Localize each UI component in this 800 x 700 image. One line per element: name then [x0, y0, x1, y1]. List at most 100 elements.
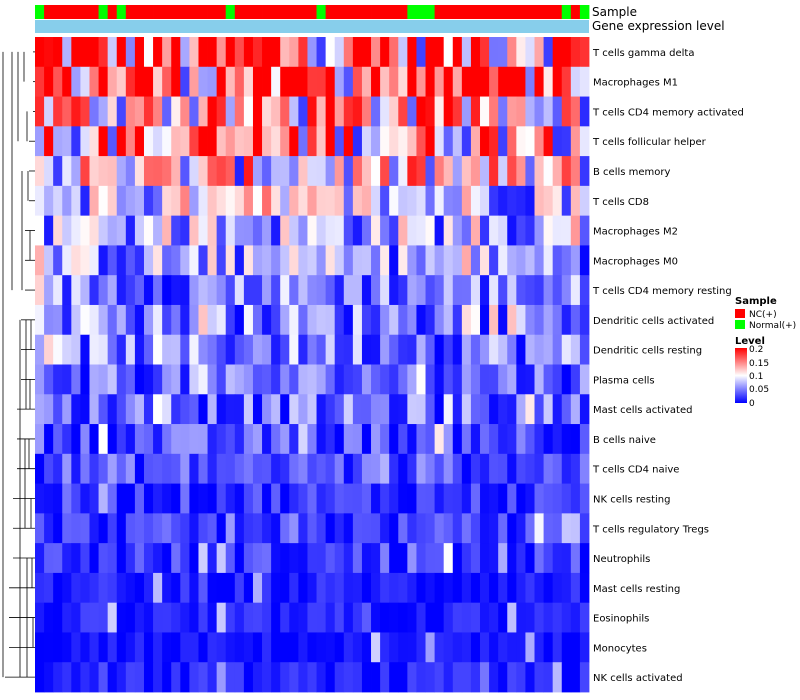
heatmap-cell: [271, 37, 281, 68]
heatmap-cell: [371, 394, 381, 425]
sample-cell: [516, 5, 526, 19]
heatmap-cell: [561, 156, 572, 187]
legend-level-colorbar: [735, 348, 747, 403]
heatmap-cell: [407, 513, 417, 544]
heatmap-cell: [343, 543, 354, 574]
heatmap-cell: [53, 156, 63, 187]
heatmap-cell: [416, 215, 426, 246]
heatmap-cell: [343, 126, 354, 157]
heatmap-cell: [53, 453, 63, 484]
heatmap-cell: [498, 632, 508, 663]
heatmap-cell: [180, 126, 190, 157]
heatmap-cell: [380, 543, 390, 574]
heatmap-cell: [525, 126, 535, 157]
heatmap-cell: [252, 66, 263, 97]
heatmap-cell: [162, 513, 172, 544]
heatmap-cell: [443, 632, 454, 663]
heatmap-cell: [271, 453, 281, 484]
heatmap-cell: [452, 275, 463, 306]
heatmap-cell: [62, 543, 72, 574]
heatmap-cell: [216, 275, 227, 306]
heatmap-cell: [216, 156, 227, 187]
heatmap-cell: [289, 543, 299, 574]
row-label: Monocytes: [593, 643, 647, 654]
heatmap-cell: [262, 632, 272, 663]
heatmap-cell: [298, 334, 308, 365]
heatmap-cell: [498, 543, 508, 574]
heatmap-cell: [62, 37, 72, 68]
heatmap-cell: [225, 304, 236, 336]
heatmap-cell: [252, 543, 263, 574]
heatmap-cell: [71, 96, 81, 127]
heatmap-cell: [180, 275, 190, 306]
heatmap-cell: [162, 483, 172, 514]
heatmap-cell: [98, 66, 109, 97]
heatmap-cell: [171, 543, 181, 574]
heatmap-cell: [116, 96, 127, 127]
heatmap-cell: [371, 632, 381, 663]
heatmap-cell: [371, 245, 381, 276]
heatmap-cell: [143, 572, 154, 604]
heatmap-cell: [116, 37, 127, 68]
heatmap-cell: [361, 513, 372, 544]
heatmap-cell: [570, 215, 581, 246]
heatmap-cell: [398, 364, 408, 395]
heatmap-cell: [470, 304, 481, 336]
heatmap-cell: [125, 424, 136, 455]
heatmap-cell: [134, 424, 145, 455]
heatmap-cell: [143, 453, 154, 484]
heatmap-cell: [461, 96, 472, 127]
heatmap-cell: [443, 126, 454, 157]
heatmap-cell: [425, 572, 436, 604]
heatmap-cell: [98, 513, 109, 544]
heatmap-cell: [125, 543, 136, 574]
heatmap-cell: [53, 66, 63, 97]
heatmap-cell: [280, 37, 290, 68]
heatmap-cell: [489, 513, 499, 544]
heatmap-cell: [380, 96, 390, 127]
heatmap-cell: [143, 513, 154, 544]
heatmap-cell: [134, 126, 145, 157]
sample-cell: [461, 5, 472, 19]
heatmap-cell: [371, 453, 381, 484]
heatmap-cell: [561, 632, 572, 663]
row-labels: T cells gamma delta Macrophages M1 T cells…: [592, 48, 744, 684]
heatmap-cell: [252, 185, 263, 217]
sample-cell: [343, 5, 354, 19]
heatmap-cell: [234, 513, 245, 544]
heatmap-cell: [416, 126, 426, 157]
heatmap-cell: [162, 37, 172, 68]
heatmap-cell: [434, 96, 445, 127]
heatmap-cell: [371, 424, 381, 455]
heatmap-cell: [489, 334, 499, 365]
heatmap-cell: [389, 275, 399, 306]
heatmap-cell: [543, 215, 554, 246]
heatmap-cell: [198, 543, 208, 574]
heatmap-cell: [125, 364, 136, 395]
heatmap-cell: [243, 96, 254, 127]
heatmap-cell: [380, 245, 390, 276]
heatmap-cell: [98, 602, 109, 633]
heatmap-cell: [516, 185, 526, 217]
heatmap-cell: [35, 453, 45, 484]
heatmap-cell: [534, 572, 544, 604]
heatmap-cell: [316, 662, 327, 693]
heatmap-cell: [289, 304, 299, 336]
row-label: Eosinophils: [593, 614, 649, 625]
heatmap-cell: [298, 156, 308, 187]
heatmap-cell: [207, 572, 218, 604]
heatmap-cell: [352, 96, 363, 127]
heatmap-cell: [507, 215, 517, 246]
heatmap-cell: [198, 37, 208, 68]
heatmap-cell: [425, 453, 436, 484]
heatmap-cell: [35, 126, 45, 157]
heatmap-cell: [207, 185, 218, 217]
heatmap-cell: [552, 37, 563, 68]
heatmap-cell: [80, 275, 90, 306]
heatmap-cell: [334, 245, 345, 276]
heatmap-cell: [207, 245, 218, 276]
heatmap-cell: [198, 662, 208, 693]
heatmap-cell: [280, 364, 290, 395]
heatmap-cell: [452, 126, 463, 157]
heatmap-cell: [352, 394, 363, 425]
